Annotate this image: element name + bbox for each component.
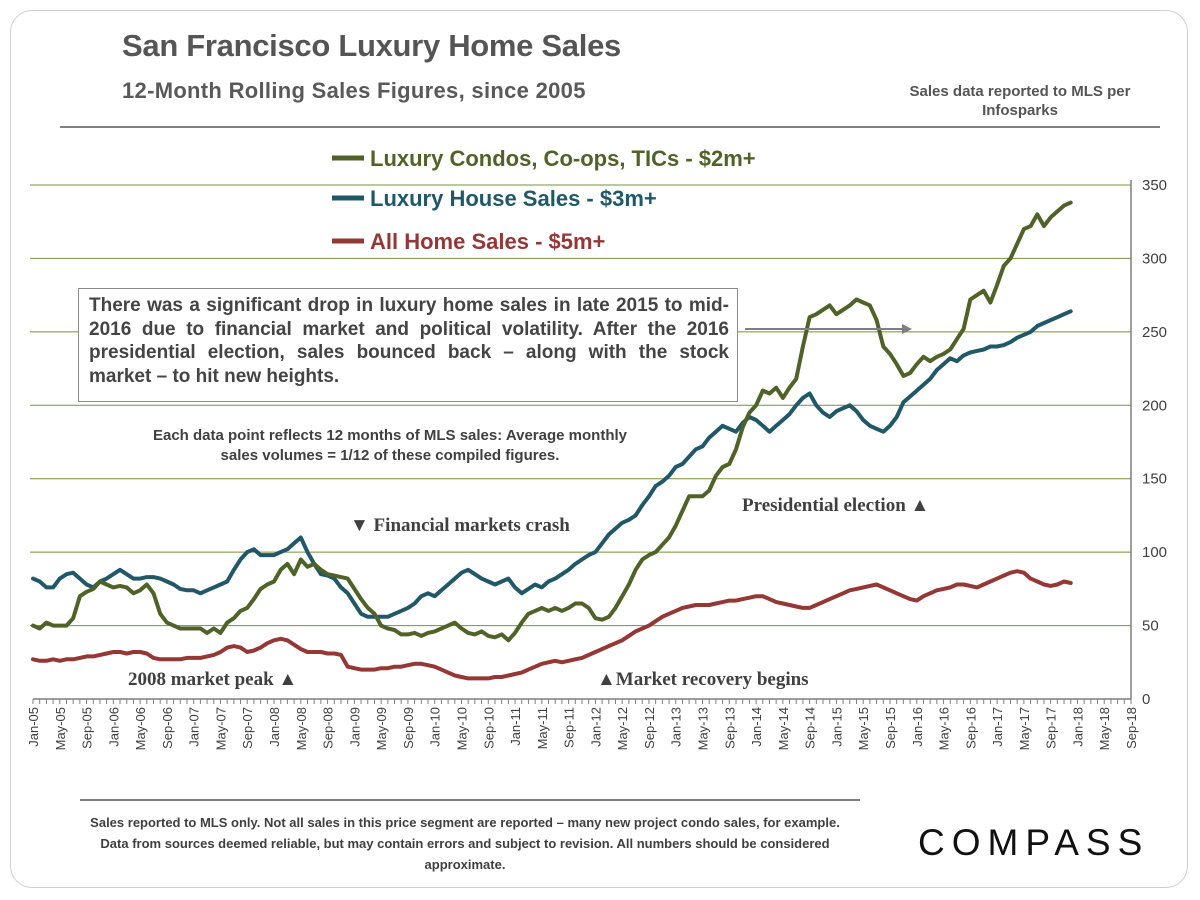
x-tick-label: May-07 (213, 707, 228, 750)
chart-title: San Francisco Luxury Home Sales (122, 28, 621, 63)
x-tick-label: Sep-13 (722, 707, 737, 749)
x-tick-label: May-09 (374, 707, 389, 750)
y-tick-label: 250 (1142, 324, 1167, 341)
legend-label: All Home Sales - $5m+ (370, 229, 605, 254)
x-tick-label: Jan-08 (267, 707, 282, 747)
x-tick-label: Jan-10 (428, 707, 443, 747)
series-line (31, 569, 1073, 681)
legend-label: Luxury Condos, Co-ops, TICs - $2m+ (370, 146, 756, 171)
footer-disclaimer: Sales reported to MLS only. Not all sale… (90, 815, 840, 872)
x-tick-label: May-11 (535, 707, 550, 749)
x-tick-label: Sep-05 (80, 707, 95, 749)
x-tick-label: Sep-10 (481, 707, 496, 749)
series-line (31, 200, 1073, 643)
x-tick-label: Jan-12 (588, 707, 603, 747)
x-tick-label: Sep-08 (321, 707, 336, 749)
callout-arrowhead (902, 324, 912, 334)
x-tick-label: Sep-12 (642, 707, 657, 749)
data-note: Each data point reflects 12 months of ML… (152, 427, 627, 464)
x-tick-label: Jan-14 (749, 707, 764, 747)
x-tick-label: Jan-16 (910, 707, 925, 747)
legend: Luxury Condos, Co-ops, TICs - $2m+ Luxury… (332, 146, 756, 254)
gridlines (30, 184, 1131, 627)
chart-subtitle: 12-Month Rolling Sales Figures, since 20… (122, 78, 586, 103)
y-tick-label: 300 (1142, 250, 1167, 267)
x-tick-label: May-17 (1017, 707, 1032, 750)
callout-box: There was a significant drop in luxury h… (78, 288, 738, 402)
x-tick-label: Sep-14 (803, 707, 818, 749)
tick-labels: 0 50 100 150 200 250 300 350 Jan-05 May-05 Sep-05 J… (26, 177, 1167, 750)
annotation-peak: 2008 market peak ▲ (128, 669, 298, 690)
x-tick-label: Sep-06 (160, 707, 175, 749)
y-tick-label: 0 (1142, 691, 1150, 708)
x-tick-label: Sep-11 (562, 707, 577, 748)
x-tick-label: May-16 (937, 707, 952, 750)
x-tick-label: Sep-07 (240, 707, 255, 749)
x-tick-label: Sep-18 (1124, 707, 1139, 749)
x-tick-label: Jan-15 (829, 707, 844, 747)
y-tick-label: 50 (1142, 618, 1159, 635)
x-tick-label: May-06 (133, 707, 148, 750)
y-tick-label: 200 (1142, 397, 1167, 414)
x-tick-label: Jan-07 (187, 707, 202, 747)
x-tick-label: May-15 (856, 707, 871, 750)
y-tick-label: 100 (1142, 544, 1167, 561)
slide-frame (10, 10, 1188, 888)
series-line (31, 309, 1073, 619)
series-lines (31, 200, 1073, 681)
x-tick-label: Sep-15 (883, 707, 898, 749)
source-note: Sales data reported to MLS per Infospark… (909, 83, 1131, 119)
axes (32, 180, 1132, 704)
y-tick-label: 350 (1142, 177, 1167, 194)
x-tick-label: Jan-18 (1070, 707, 1085, 747)
x-tick-label: May-12 (615, 707, 630, 750)
y-tick-label: 150 (1142, 471, 1167, 488)
legend-label: Luxury House Sales - $3m+ (370, 186, 657, 211)
x-tick-label: Jan-05 (26, 707, 41, 747)
x-tick-label: Sep-16 (963, 707, 978, 749)
x-tick-label: May-05 (53, 707, 68, 750)
x-tick-label: May-14 (776, 707, 791, 750)
x-tick-label: Jan-09 (347, 707, 362, 747)
footer-divider (80, 799, 860, 801)
compass-logo: COMPASS (918, 822, 1150, 863)
x-tick-label: Jan-06 (106, 707, 121, 747)
header-divider (60, 126, 1160, 128)
x-tick-label: Sep-17 (1044, 707, 1059, 749)
annotation-crash: ▼ Financial markets crash (350, 515, 570, 536)
x-tick-label: Sep-09 (401, 707, 416, 749)
x-tick-label: May-08 (294, 707, 309, 750)
x-tick-label: Jan-17 (990, 707, 1005, 747)
x-tick-label: May-13 (696, 707, 711, 750)
x-tick-label: May-10 (454, 707, 469, 750)
annotation-election: Presidential election ▲ (742, 495, 930, 516)
x-tick-label: Jan-13 (669, 707, 684, 747)
x-tick-label: May-18 (1097, 707, 1112, 750)
annotation-recovery: ▲Market recovery begins (597, 669, 809, 690)
x-tick-label: Jan-11 (508, 707, 523, 746)
